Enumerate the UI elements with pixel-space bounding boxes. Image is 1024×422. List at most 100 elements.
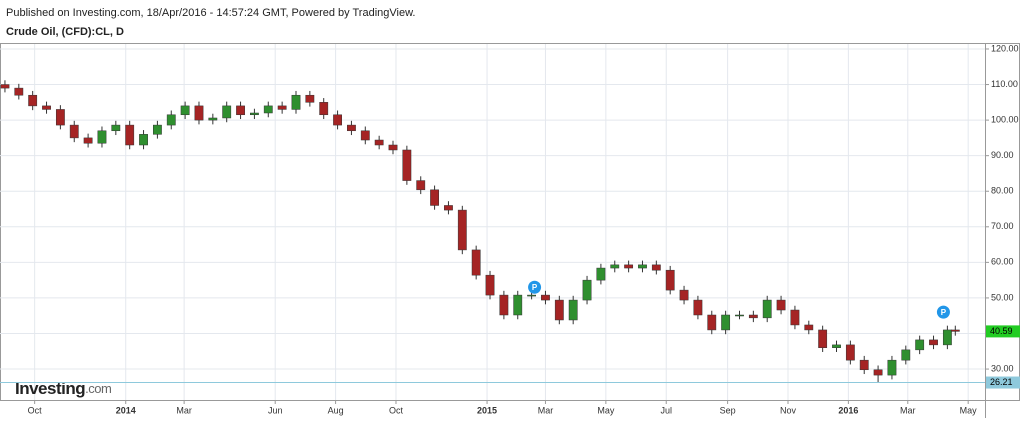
candle-body xyxy=(97,130,107,144)
candle-body xyxy=(582,279,592,301)
candle-body xyxy=(679,289,689,301)
candle-body xyxy=(69,124,79,139)
candle-body xyxy=(693,299,703,316)
candles xyxy=(0,80,960,383)
candle-body xyxy=(887,359,897,376)
candle-body xyxy=(250,112,259,116)
x-tick-label: May xyxy=(597,405,615,415)
x-tick-label: Sep xyxy=(720,405,736,415)
candle-body xyxy=(180,105,190,116)
candle-body xyxy=(277,105,287,110)
candle-body xyxy=(152,124,162,135)
last-price-box xyxy=(986,325,1020,338)
candle-body xyxy=(859,359,869,371)
candle-body xyxy=(388,144,398,151)
candle-body xyxy=(950,329,960,332)
y-tick-label: 100.00 xyxy=(991,114,1019,124)
header: Published on Investing.com, 18/Apr/2016 … xyxy=(6,7,415,19)
x-tick-label: 2016 xyxy=(838,405,858,415)
x-tick-label: May xyxy=(960,405,978,415)
candle-body xyxy=(139,134,148,146)
x-tick-label: 2014 xyxy=(116,405,136,415)
x-tick-label: 2015 xyxy=(477,405,497,415)
grid xyxy=(0,44,985,400)
y-tick-label: 120.00 xyxy=(991,43,1019,53)
candle-body xyxy=(651,264,661,271)
y-tick-label: 50.00 xyxy=(991,292,1014,302)
candle-body xyxy=(194,105,204,121)
candle-body xyxy=(333,114,342,126)
x-tick-label: Oct xyxy=(389,405,404,415)
candle-body xyxy=(735,314,744,317)
candle-body xyxy=(263,105,273,114)
candle-body xyxy=(28,94,38,107)
candle-body xyxy=(513,294,523,316)
candle-body xyxy=(776,299,786,311)
candle-body xyxy=(762,299,772,319)
x-tick-label: Mar xyxy=(538,405,554,415)
candle-body xyxy=(485,274,495,296)
candle-body xyxy=(707,314,717,331)
candle-body xyxy=(624,264,634,269)
x-tick-label: Nov xyxy=(780,405,797,415)
candle-body xyxy=(222,105,232,119)
candle-body xyxy=(0,84,10,89)
candle-body xyxy=(832,344,841,348)
candle-body xyxy=(236,105,245,116)
candle-body xyxy=(804,324,814,331)
candle-body xyxy=(111,124,121,132)
candle-body xyxy=(818,329,828,348)
candle-body xyxy=(748,314,758,319)
candle-body xyxy=(638,264,647,269)
candle-body xyxy=(291,94,301,110)
x-tick-label: Jun xyxy=(268,405,283,415)
candle-body xyxy=(721,314,731,331)
x-tick-label: Oct xyxy=(28,405,43,415)
marker-label: P xyxy=(941,308,947,317)
candle-body xyxy=(42,105,51,110)
logo-suffix: .com xyxy=(85,381,111,396)
y-tick-label: 30.00 xyxy=(991,363,1014,373)
candle-body xyxy=(845,344,855,361)
candle-body xyxy=(596,267,606,281)
candle-body xyxy=(665,269,675,291)
low-line-label: 26.21 xyxy=(990,377,1013,387)
y-tick-label: 80.00 xyxy=(991,186,1014,196)
chart-title: Crude Oil, (CFD):CL, D xyxy=(6,26,124,38)
candle-body xyxy=(901,349,911,361)
candle-body xyxy=(554,299,564,321)
marker xyxy=(936,305,950,319)
candle-body xyxy=(374,139,384,146)
candle-body xyxy=(347,124,356,132)
x-tick-label: Aug xyxy=(328,405,344,415)
x-tick-label: Mar xyxy=(176,405,192,415)
marker xyxy=(528,280,542,294)
last-price-label: 40.59 xyxy=(990,326,1013,336)
candle-body xyxy=(873,369,883,376)
logo: Investing.com xyxy=(15,379,111,398)
candle-body xyxy=(83,137,93,144)
candle-body xyxy=(527,294,537,297)
y-tick-label: 60.00 xyxy=(991,257,1014,267)
y-tick-label: 110.00 xyxy=(991,79,1018,89)
candle-body xyxy=(541,294,550,301)
candle-body xyxy=(499,294,509,316)
candle-body xyxy=(166,114,176,126)
candle-body xyxy=(305,94,315,103)
low-line-box xyxy=(986,376,1020,389)
candle-body xyxy=(790,309,800,326)
candle-body xyxy=(402,149,412,181)
x-tick-label: Mar xyxy=(900,405,916,415)
candle-body xyxy=(55,109,65,126)
candle-body xyxy=(457,209,467,251)
candle-body xyxy=(610,264,620,269)
candle-body xyxy=(929,339,938,346)
candle-body xyxy=(319,102,329,116)
candle-body xyxy=(942,329,952,346)
candle-body xyxy=(915,339,925,351)
plot-frame xyxy=(0,43,1020,401)
candle-body xyxy=(360,130,370,141)
candle-body xyxy=(208,117,218,121)
marker-label: P xyxy=(532,283,538,292)
